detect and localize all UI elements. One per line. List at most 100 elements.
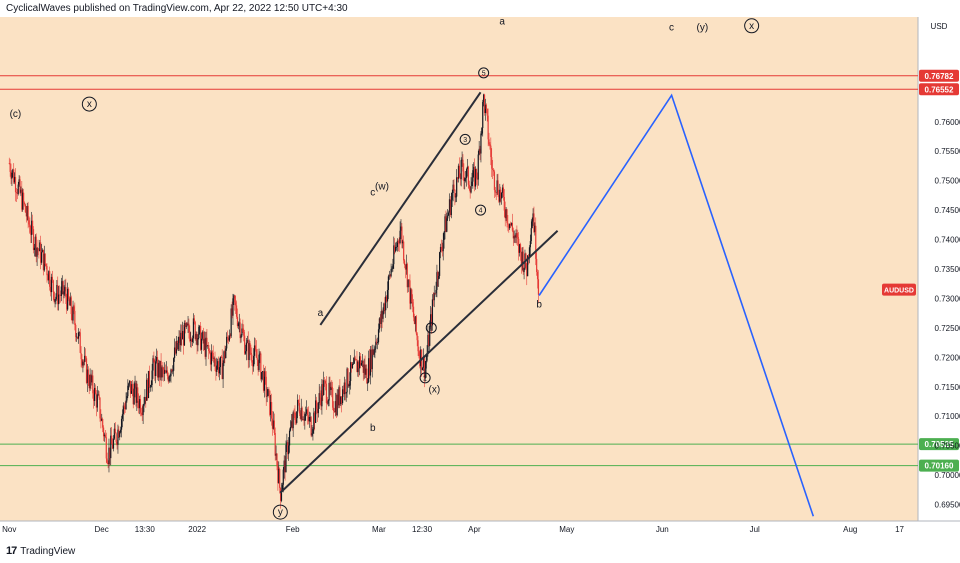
candle-body [394, 245, 396, 252]
candle-body [12, 169, 14, 173]
candle-body [286, 442, 288, 445]
candle-body [192, 318, 195, 339]
candle-body [310, 416, 312, 436]
candle-body [32, 220, 34, 230]
candle-body [225, 348, 227, 359]
candle-body [360, 362, 363, 366]
candle-body [434, 292, 436, 294]
candle-body [521, 251, 523, 267]
candle-body [74, 310, 76, 325]
candle-body [514, 235, 516, 238]
candle-body [209, 351, 211, 353]
candle-body [10, 171, 12, 179]
candle-body [410, 289, 412, 304]
candle-body [448, 199, 451, 213]
candle-body [81, 359, 83, 366]
candle-body [226, 336, 228, 349]
candle-body [469, 188, 471, 193]
candle-body [296, 411, 298, 423]
candle-body [400, 226, 402, 231]
candle-body [453, 184, 455, 190]
x-tick-label: 12:30 [412, 525, 433, 534]
candle-body [96, 394, 98, 408]
candle-body [412, 306, 415, 318]
wave-circle [459, 133, 471, 145]
candle-body [266, 395, 268, 397]
candle-body [46, 266, 48, 276]
candle-body [508, 224, 510, 229]
candlestick-chart[interactable]: USD 0.76782 0.76552 0.70525 0.70160 AUDUSD (… [0, 17, 960, 542]
candle-body [239, 322, 241, 339]
candle-body [213, 358, 215, 359]
candle-body [381, 311, 383, 319]
candle-body [350, 362, 352, 382]
candle-body [383, 303, 385, 312]
candle-body [147, 379, 149, 398]
wave-label: 1 [429, 325, 433, 332]
candle-body [534, 225, 536, 232]
candle-body [187, 323, 189, 326]
candle-body [399, 230, 401, 243]
candle-body [54, 299, 56, 302]
candle-body [163, 369, 165, 374]
candle-body [333, 410, 336, 413]
candle-body [332, 387, 334, 408]
candle-body [293, 412, 295, 414]
candle-body [226, 336, 229, 338]
candle-body [497, 180, 499, 196]
symbol-tag-label: AUDUSD [884, 288, 914, 295]
candle-body [336, 394, 338, 416]
candle-body [246, 339, 248, 343]
time-axis: Nov Dec 13:30 2022 Feb Mar 12:30 Apr May Jun Jul Au… [2, 525, 904, 534]
candle-body [200, 325, 202, 350]
candle-body [532, 213, 534, 222]
candle-body [76, 336, 78, 338]
candle-body [361, 360, 363, 363]
candle-body [191, 339, 193, 342]
candle-body [129, 380, 132, 394]
candle-body [229, 335, 231, 337]
candle-body [530, 228, 532, 242]
candle-body [169, 376, 171, 377]
candle-body [175, 340, 177, 354]
candle-body [301, 407, 303, 420]
candle-body [47, 275, 49, 281]
candle-body [203, 338, 205, 344]
candle-body [134, 383, 136, 389]
candle-body [376, 341, 378, 344]
candle-body [533, 213, 535, 232]
candle-body [55, 296, 57, 300]
level-price-tag [919, 69, 959, 82]
candle-body [281, 484, 283, 492]
candle-body [233, 295, 235, 299]
candle-body [485, 104, 487, 109]
candle-body [184, 322, 186, 328]
candle-body [340, 396, 342, 405]
candle-body [135, 383, 137, 403]
candle-body [369, 349, 372, 376]
candle-body [442, 240, 444, 252]
candle-body [84, 355, 86, 362]
candle-body [474, 166, 476, 187]
candle-body [309, 416, 311, 418]
candle-body [345, 392, 347, 394]
candle-body [274, 432, 276, 456]
candle-body [120, 429, 122, 433]
candle-body [177, 342, 179, 350]
candle-body [409, 280, 411, 304]
candle-body [445, 216, 447, 232]
candle-body [279, 468, 281, 488]
candle-body [353, 357, 355, 364]
wave-label: b [536, 299, 542, 310]
candle-body [128, 383, 130, 386]
candle-body [232, 298, 234, 316]
candle-body [155, 361, 157, 377]
candle-body [467, 166, 469, 185]
candle-body [190, 339, 192, 341]
candle-body [242, 328, 244, 333]
